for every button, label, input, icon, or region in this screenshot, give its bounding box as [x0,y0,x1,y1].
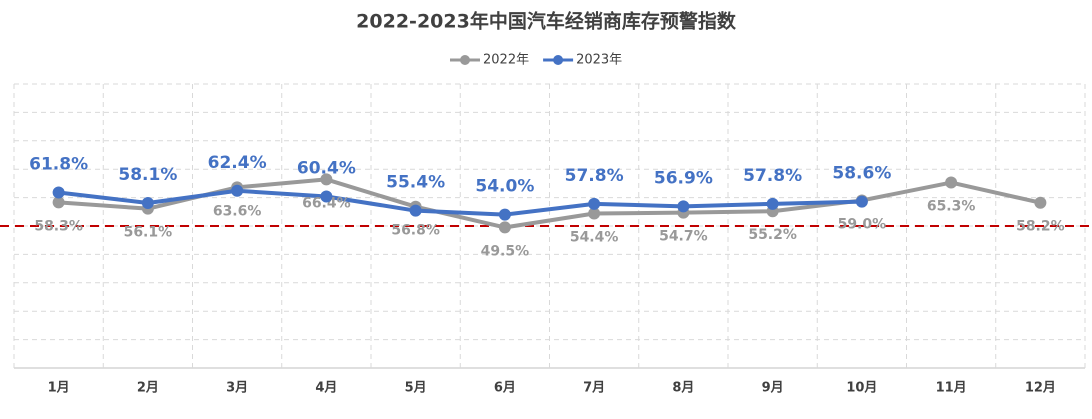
data-label: 58.2% [1016,219,1065,235]
data-label: 66.4% [302,195,351,211]
point [141,196,154,209]
data-label: 61.8% [29,154,88,174]
data-label: 54.4% [570,230,619,246]
point [588,207,601,220]
data-label: 54.7% [659,229,708,245]
data-label: 55.2% [748,227,797,243]
data-label: 56.1% [124,225,173,241]
chart-title: 2022-2023年中国汽车经销商库存预警指数 [356,10,737,33]
data-label: 59.0% [838,216,887,232]
data-label: 65.3% [927,199,976,215]
point [677,200,690,213]
x-tick-label: 6月 [494,381,516,396]
data-label: 58.1% [118,165,177,185]
point [409,204,422,217]
x-tick-label: 9月 [762,381,784,396]
x-tick-label: 8月 [672,381,694,396]
legend-marker [460,55,470,65]
point [766,197,779,210]
point [320,190,333,203]
data-label: 63.6% [213,203,262,219]
point [498,221,511,234]
data-label: 60.4% [297,158,356,178]
data-label: 62.4% [208,153,267,173]
point [855,195,868,208]
series-line [58,188,862,217]
x-tick-label: 1月 [48,381,70,396]
legend-marker [553,55,564,65]
x-tick-label: 10月 [846,381,877,396]
point [52,196,65,209]
data-label: 58.6% [832,164,891,184]
point [945,176,958,189]
data-label: 56.9% [654,168,713,188]
legend-label: 2022年 [483,53,529,68]
data-label: 57.8% [743,166,802,186]
x-tick-label: 4月 [315,381,337,396]
point [588,197,601,210]
data-label: 55.4% [386,173,445,193]
data-label: 57.8% [565,166,624,186]
point [1034,196,1047,209]
x-tick-label: 11月 [936,381,967,396]
point [498,208,511,221]
point [52,186,65,199]
data-label: 56.8% [391,223,440,239]
point [320,173,333,186]
point [231,184,244,197]
x-tick-label: 3月 [226,381,248,396]
x-tick-label: 7月 [583,381,605,396]
data-label: 58.3% [34,218,83,234]
x-tick-label: 2月 [137,381,159,396]
legend-label: 2023年 [576,53,622,68]
data-label: 49.5% [481,243,530,259]
x-tick-label: 5月 [405,381,427,396]
x-tick-label: 12月 [1025,381,1056,396]
data-label: 54.0% [475,177,534,197]
